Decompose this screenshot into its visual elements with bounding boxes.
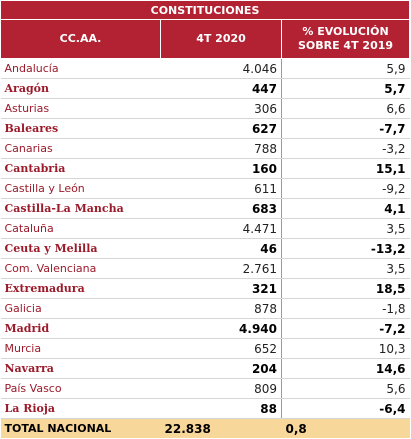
region-change: -13,2: [281, 238, 410, 259]
region-change: 5,6: [281, 378, 410, 399]
region-change: -7,2: [281, 318, 410, 339]
region-change: 3,5: [281, 258, 410, 279]
table-row: Cantabria 160 15,1: [0, 158, 410, 179]
region-value: 306: [160, 98, 282, 119]
region-name: Cantabria: [0, 158, 161, 179]
region-name: Ceuta y Melilla: [0, 238, 161, 259]
region-value: 204: [160, 358, 282, 379]
table-row: La Rioja 88 -6,4: [0, 398, 410, 419]
header-evolucion: % EVOLUCIÓN SOBRE 4T 2019: [281, 19, 410, 59]
region-name: Castilla-La Mancha: [0, 198, 161, 219]
region-change: -7,7: [281, 118, 410, 139]
region-value: 4.046: [160, 58, 282, 79]
region-change: 14,6: [281, 358, 410, 379]
table-header-row: CC.AA. 4T 2020 % EVOLUCIÓN SOBRE 4T 2019: [0, 19, 410, 59]
region-name: La Rioja: [0, 398, 161, 419]
region-change: 3,5: [281, 218, 410, 239]
region-value: 321: [160, 278, 282, 299]
region-change: -9,2: [281, 178, 410, 199]
table-title: CONSTITUCIONES: [0, 0, 410, 20]
table-row: País Vasco 809 5,6: [0, 378, 410, 399]
region-name: Galicia: [0, 298, 161, 319]
region-name: Baleares: [0, 118, 161, 139]
table-row: Canarias 788 -3,2: [0, 138, 410, 159]
region-change: 15,1: [281, 158, 410, 179]
total-value: 22.838: [160, 418, 282, 438]
table-row: Murcia 652 10,3: [0, 338, 410, 359]
total-row: TOTAL NACIONAL 22.838 0,8: [0, 418, 410, 438]
table-row: Com. Valenciana 2.761 3,5: [0, 258, 410, 279]
region-name: Com. Valenciana: [0, 258, 161, 279]
table-body: Andalucía 4.046 5,9 Aragón 447 5,7 Asturias 306…: [0, 58, 410, 419]
table-row: Navarra 204 14,6: [0, 358, 410, 379]
region-value: 611: [160, 178, 282, 199]
table-row: Castilla y León 611 -9,2: [0, 178, 410, 199]
region-value: 88: [160, 398, 282, 419]
region-name: Asturias: [0, 98, 161, 119]
table-row: Aragón 447 5,7: [0, 78, 410, 99]
region-name: Canarias: [0, 138, 161, 159]
region-value: 4.471: [160, 218, 282, 239]
table-row: Galicia 878 -1,8: [0, 298, 410, 319]
region-value: 652: [160, 338, 282, 359]
region-change: 5,7: [281, 78, 410, 99]
region-change: 18,5: [281, 278, 410, 299]
header-4t-2020: 4T 2020: [160, 19, 282, 59]
table-title-row: CONSTITUCIONES: [0, 0, 410, 20]
table-row: Madrid 4.940 -7,2: [0, 318, 410, 339]
region-value: 788: [160, 138, 282, 159]
region-name: Castilla y León: [0, 178, 161, 199]
table-row: Andalucía 4.046 5,9: [0, 58, 410, 79]
total-change: 0,8: [281, 418, 410, 438]
region-name: Aragón: [0, 78, 161, 99]
region-value: 2.761: [160, 258, 282, 279]
table-row: Castilla-La Mancha 683 4,1: [0, 198, 410, 219]
region-value: 683: [160, 198, 282, 219]
region-value: 160: [160, 158, 282, 179]
table-row: Asturias 306 6,6: [0, 98, 410, 119]
region-value: 4.940: [160, 318, 282, 339]
region-change: 5,9: [281, 58, 410, 79]
total-label: TOTAL NACIONAL: [0, 418, 161, 438]
region-change: 6,6: [281, 98, 410, 119]
region-name: Madrid: [0, 318, 161, 339]
region-value: 447: [160, 78, 282, 99]
region-name: Cataluña: [0, 218, 161, 239]
region-value: 627: [160, 118, 282, 139]
region-name: País Vasco: [0, 378, 161, 399]
table-row: Extremadura 321 18,5: [0, 278, 410, 299]
region-name: Extremadura: [0, 278, 161, 299]
region-value: 46: [160, 238, 282, 259]
region-change: 4,1: [281, 198, 410, 219]
region-change: -1,8: [281, 298, 410, 319]
region-value: 809: [160, 378, 282, 399]
region-name: Andalucía: [0, 58, 161, 79]
region-value: 878: [160, 298, 282, 319]
region-name: Murcia: [0, 338, 161, 359]
table-row: Cataluña 4.471 3,5: [0, 218, 410, 239]
header-ccaa: CC.AA.: [0, 19, 161, 59]
table-row: Ceuta y Melilla 46 -13,2: [0, 238, 410, 259]
region-change: 10,3: [281, 338, 410, 359]
region-change: -6,4: [281, 398, 410, 419]
region-change: -3,2: [281, 138, 410, 159]
region-name: Navarra: [0, 358, 161, 379]
table-row: Baleares 627 -7,7: [0, 118, 410, 139]
